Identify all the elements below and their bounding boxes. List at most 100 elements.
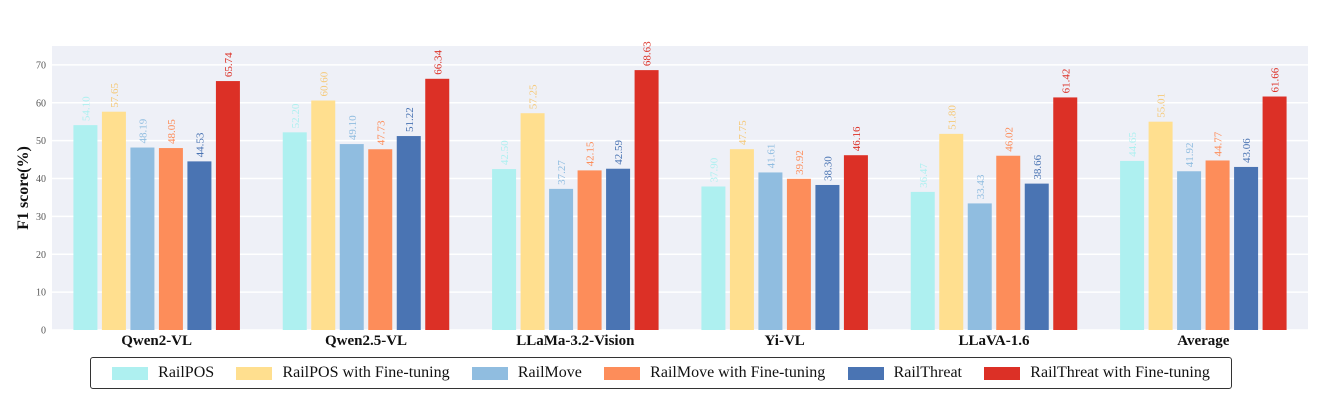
value-label: 37.27 (556, 160, 568, 185)
value-label: 48.05 (166, 119, 178, 144)
bar (187, 161, 212, 330)
value-label: 44.53 (194, 132, 206, 157)
grid-lines (52, 64, 1308, 331)
value-label: 55.01 (1156, 93, 1168, 118)
plot-background (52, 46, 1308, 330)
y-tick-label: 20 (36, 250, 46, 261)
x-tick-labels: Qwen2-VL Qwen2.5-VL LLaMa-3.2-Vision Yi-VL L… (121, 333, 1230, 349)
bar (577, 170, 602, 330)
value-label: 47.73 (375, 120, 387, 145)
legend-swatch (236, 366, 273, 380)
y-tick-label: 50 (36, 136, 46, 147)
x-tick-label: Qwen2.5-VL (325, 333, 407, 349)
legend-swatch (112, 366, 149, 380)
value-label: 44.65 (1127, 132, 1139, 157)
bar (1120, 160, 1145, 330)
value-label: 47.75 (737, 120, 749, 145)
bar (939, 133, 964, 330)
legend-label: RailThreat (893, 364, 962, 381)
bar (425, 78, 450, 330)
bar (215, 81, 240, 330)
bar (1053, 97, 1078, 330)
bar (339, 144, 364, 330)
legend-label: RailPOS with Fine-tuning (282, 364, 450, 381)
legend-item: RailThreat (847, 364, 962, 382)
value-label: 43.06 (1241, 138, 1253, 163)
bar (549, 188, 574, 330)
value-label: 48.19 (137, 118, 149, 143)
bar (1205, 160, 1230, 330)
value-label: 57.25 (528, 84, 540, 109)
bar (910, 191, 935, 330)
bar (1148, 121, 1173, 330)
value-label: 57.65 (109, 82, 121, 107)
bar (815, 184, 840, 330)
legend-label: RailPOS (158, 364, 215, 381)
bar (843, 155, 868, 330)
value-label: 51.22 (404, 107, 416, 132)
legend-item: RailMove with Fine-tuning (604, 364, 825, 382)
legend-label: RailThreat with Fine-tuning (1030, 364, 1210, 381)
bar (130, 147, 155, 330)
value-label: 42.59 (613, 139, 625, 164)
bar (368, 149, 393, 330)
value-label: 37.90 (708, 157, 720, 182)
value-label: 41.61 (765, 144, 777, 169)
x-tick-label: LLaMa-3.2-Vision (516, 333, 635, 349)
y-tick-label: 10 (36, 288, 46, 299)
value-label: 54.10 (80, 96, 92, 121)
value-label: 42.50 (499, 140, 511, 165)
legend: RailPOS RailPOS with Fine-tuning RailMove R… (90, 357, 1232, 389)
value-label: 41.92 (1184, 143, 1196, 168)
bar (396, 136, 421, 330)
legend-item: RailPOS (112, 364, 214, 382)
value-label: 52.20 (290, 103, 302, 128)
x-tick-label: LLaVA-1.6 (959, 333, 1030, 349)
value-label: 61.66 (1270, 67, 1282, 92)
bar (1234, 166, 1259, 330)
value-label: 38.66 (1032, 154, 1044, 179)
legend-swatch (604, 366, 641, 380)
bar (1177, 171, 1202, 330)
y-tick-label: 30 (36, 212, 46, 223)
bar (758, 172, 783, 330)
value-label: 39.92 (794, 150, 806, 175)
legend-swatch (847, 366, 884, 380)
bar (634, 70, 659, 330)
x-tick-label: Qwen2-VL (121, 333, 192, 349)
bar (1262, 96, 1287, 330)
bar (158, 148, 183, 330)
value-label: 68.63 (642, 41, 654, 66)
bar (606, 168, 631, 330)
y-tick-label: 40 (36, 174, 46, 185)
legend-swatch (471, 366, 508, 380)
value-label: 38.30 (822, 156, 834, 181)
value-label: 60.60 (318, 71, 330, 96)
value-labels: 54.10 57.65 48.19 48.05 44.53 65.74 52.20 60.60… (80, 41, 1281, 200)
y-tick-label: 0 (41, 326, 46, 337)
value-label: 42.15 (585, 141, 597, 166)
x-tick-label: Average (1177, 333, 1230, 349)
value-label: 36.47 (918, 163, 930, 188)
value-label: 65.74 (223, 52, 235, 77)
legend-swatch (984, 366, 1021, 380)
legend-label: RailMove (517, 364, 582, 381)
bar (1024, 183, 1049, 330)
bar (701, 186, 726, 330)
bar (967, 203, 992, 330)
bar (786, 178, 811, 330)
value-label: 66.34 (432, 50, 444, 75)
legend-item: RailMove (471, 364, 582, 382)
bar (729, 149, 754, 330)
legend-label: RailMove with Fine-tuning (650, 364, 826, 381)
legend-item: RailPOS with Fine-tuning (236, 364, 450, 382)
bar (101, 111, 126, 330)
bar (520, 113, 545, 330)
value-label: 46.02 (1003, 127, 1015, 152)
bar (311, 100, 336, 330)
bar (282, 132, 307, 330)
value-label: 51.80 (946, 105, 958, 130)
legend-item: RailThreat with Fine-tuning (984, 364, 1210, 382)
x-tick-label: Yi-VL (765, 333, 805, 349)
